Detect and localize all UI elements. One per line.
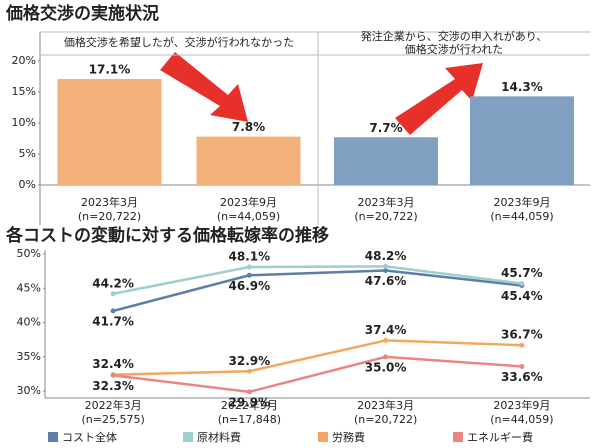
x-tick-label: 2023年3月	[358, 195, 415, 209]
value-label: 46.9%	[229, 279, 271, 293]
bar	[470, 96, 574, 185]
x-tick-label: 2023年3月	[81, 195, 138, 209]
value-label: 14.3%	[501, 80, 543, 94]
point	[519, 280, 525, 286]
legend-label: コスト全体	[62, 430, 117, 444]
x-tick-label: (n=44,059)	[217, 210, 280, 223]
value-label: 32.4%	[92, 357, 134, 371]
value-label: 17.1%	[89, 62, 131, 76]
value-label: 48.1%	[229, 250, 271, 264]
arrow	[395, 63, 483, 135]
x-tick-label: (n=20,722)	[78, 210, 141, 223]
y-tick-label: 40%	[17, 316, 41, 329]
y-tick-label: 45%	[17, 281, 41, 294]
value-label: 7.8%	[232, 120, 265, 134]
x-tick-label: 2023年3月	[357, 398, 414, 412]
x-tick-label: (n=20,722)	[354, 210, 417, 223]
point	[246, 368, 252, 374]
subtitle: 発注企業から、交渉の申入れがあり、	[361, 29, 548, 43]
bar	[196, 136, 301, 185]
value-label: 32.3%	[92, 379, 134, 393]
x-tick-label: 2023年9月	[494, 195, 551, 209]
y-tick-label: 5%	[19, 147, 36, 160]
line	[113, 339, 522, 376]
x-tick-label: 2022年9月	[221, 398, 278, 412]
x-tick-label: (n=44,059)	[490, 210, 553, 223]
y-tick-label: 15%	[12, 85, 36, 98]
x-tick-label: (n=20,722)	[354, 413, 417, 426]
point	[246, 272, 252, 278]
subtitle: 価格交渉が行われた	[405, 42, 503, 56]
value-label: 37.4%	[365, 323, 407, 337]
point	[383, 354, 389, 360]
y-tick-label: 35%	[17, 350, 41, 363]
point	[110, 291, 116, 297]
value-label: 32.9%	[229, 354, 271, 368]
y-tick-label: 30%	[17, 384, 41, 397]
point	[246, 264, 252, 270]
value-label: 35.0%	[365, 360, 407, 374]
value-label: 41.7%	[92, 314, 134, 328]
x-tick-label: (n=17,848)	[218, 413, 281, 426]
value-label: 47.6%	[365, 274, 407, 288]
legend-swatch	[48, 432, 58, 442]
subtitle: 価格交渉を希望したが、交渉が行われなかった	[64, 35, 294, 49]
x-tick-label: (n=44,059)	[490, 413, 553, 426]
bar	[57, 78, 162, 185]
legend-swatch	[453, 432, 463, 442]
x-tick-label: (n=25,575)	[81, 413, 144, 426]
legend-swatch	[183, 432, 193, 442]
value-label: 44.2%	[92, 276, 134, 290]
y-tick-label: 50%	[17, 247, 41, 260]
x-tick-label: 2023年9月	[493, 398, 550, 412]
point	[383, 267, 389, 273]
value-label: 48.2%	[365, 249, 407, 263]
point	[110, 372, 116, 378]
line	[112, 265, 523, 295]
x-tick-label: 2023年9月	[220, 195, 277, 209]
legend-label: 原材料費	[197, 430, 241, 444]
legend-label: エネルギー費	[467, 430, 533, 444]
point	[383, 337, 389, 343]
legend-label: 労務費	[332, 430, 365, 444]
legend-swatch	[318, 432, 328, 442]
chart-title: 価格交渉の実施状況	[5, 3, 159, 24]
point	[519, 363, 525, 369]
x-tick-label: 2022年3月	[85, 398, 142, 412]
y-tick-label: 0%	[19, 178, 36, 191]
value-label: 7.7%	[369, 121, 402, 135]
point	[519, 342, 525, 348]
bar	[334, 137, 438, 185]
chart-title: 各コストの変動に対する価格転嫁率の推移	[5, 225, 329, 246]
y-tick-label: 10%	[12, 116, 36, 129]
value-label: 45.4%	[501, 289, 543, 303]
y-tick-label: 20%	[12, 54, 36, 67]
value-label: 29.9%	[229, 395, 271, 409]
value-label: 36.7%	[501, 328, 543, 342]
point	[383, 263, 389, 269]
arrow	[160, 52, 248, 122]
point	[246, 389, 252, 395]
point	[110, 308, 116, 314]
value-label: 33.6%	[501, 370, 543, 384]
line	[112, 355, 522, 394]
value-label: 45.7%	[501, 266, 543, 280]
line	[112, 269, 523, 313]
